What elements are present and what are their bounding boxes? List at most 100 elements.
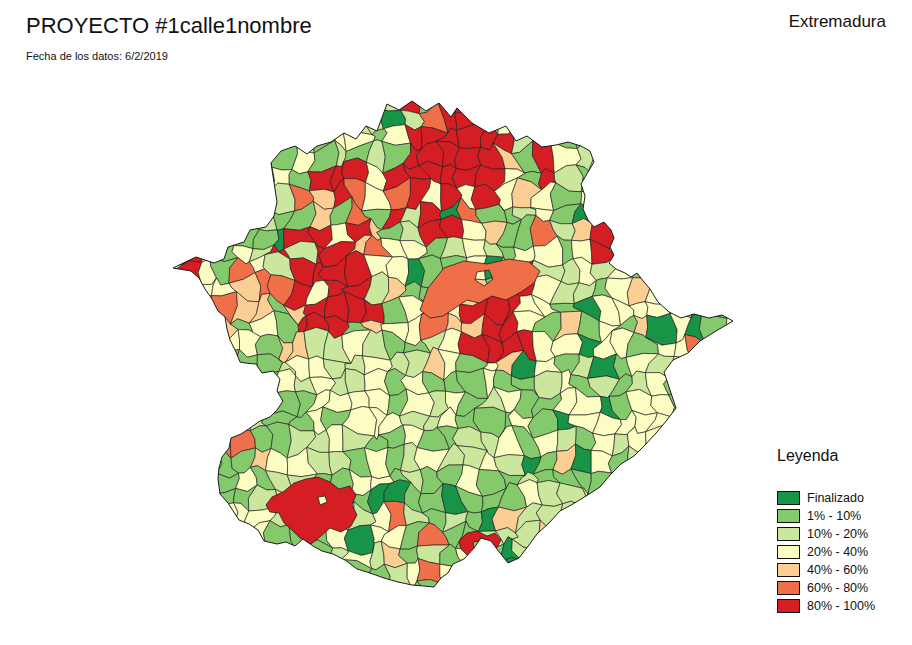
municipality-cell: [514, 108, 545, 136]
municipality-cell: [646, 426, 678, 457]
municipality-cell: [480, 88, 506, 112]
municipality-cell: [175, 366, 192, 403]
municipality-cell: [741, 277, 766, 304]
municipality-cell: [664, 179, 696, 211]
municipality-cell: [171, 321, 203, 341]
municipality-cell: [744, 446, 762, 471]
municipality-cell: [645, 140, 679, 175]
municipality-cell: [235, 86, 248, 113]
municipality-cell: [536, 520, 559, 550]
municipality-cell: [197, 159, 222, 185]
municipality-cell: [176, 425, 199, 456]
municipality-cell: [696, 163, 707, 195]
municipality-cell: [331, 86, 350, 112]
municipality-cell: [739, 292, 771, 324]
municipality-cell: [647, 481, 673, 509]
municipality-cell: [664, 282, 692, 305]
municipality-cell: [569, 521, 595, 551]
municipality-cell: [664, 585, 694, 610]
municipality-cell: [612, 470, 630, 493]
municipality-cell: [179, 141, 197, 171]
municipality-cell: [269, 564, 296, 583]
municipality-cell: [168, 297, 200, 326]
municipality-cell: [742, 191, 772, 204]
municipality-cell: [151, 232, 184, 268]
municipality-cell: [150, 272, 172, 303]
municipality-cell: [152, 540, 184, 571]
municipality-cell: [161, 370, 183, 400]
municipality-cell: [664, 114, 693, 135]
municipality-cell: [246, 393, 276, 417]
municipality-cell: [574, 542, 595, 565]
municipality-cell: [190, 84, 220, 111]
municipality-cell: [213, 178, 237, 200]
legend-swatch-cream: [777, 545, 800, 559]
municipality-cell: [688, 238, 712, 269]
municipality-cell: [189, 356, 224, 378]
municipality-cell: [688, 522, 712, 552]
municipality-cell: [750, 562, 769, 588]
municipality-cell: [343, 106, 372, 134]
municipality-cell: [746, 148, 772, 170]
municipality-cell: [341, 86, 367, 108]
municipality-cell: [567, 560, 602, 590]
municipality-cell: [621, 491, 634, 516]
legend-label-fin: Finalizado: [807, 491, 864, 505]
municipality-cell: [531, 544, 561, 567]
municipality-cell: [728, 238, 747, 264]
municipality-cell: [218, 349, 239, 383]
municipality-cell: [631, 198, 651, 231]
municipality-cell: [246, 86, 272, 113]
municipality-cell: [157, 406, 182, 435]
municipality-cell: [667, 501, 689, 533]
municipality-cell: [707, 413, 726, 436]
municipality-cell: [180, 470, 192, 486]
municipality-cell: [633, 598, 659, 626]
municipality-cell: [198, 413, 220, 435]
municipality-cell: [227, 539, 260, 566]
municipality-cell: [732, 110, 747, 133]
municipality-cell: [315, 596, 337, 629]
municipality-cell: [478, 544, 504, 565]
municipality-cell: [192, 568, 220, 581]
municipality-cell: [265, 548, 297, 569]
municipality-cell: [589, 171, 614, 187]
municipality-cell: [151, 485, 184, 514]
municipality-cell: [649, 445, 673, 475]
municipality-cell: [608, 581, 639, 603]
municipality-cell: [216, 413, 231, 437]
municipality-cell: [249, 372, 279, 401]
municipality-cell: [215, 563, 229, 588]
municipality-cell: [744, 391, 768, 411]
legend: Leyenda Finalizado1% - 10%10% - 20%20% -…: [777, 447, 875, 615]
municipality-cell: [190, 141, 218, 171]
municipality-cell: [270, 108, 294, 135]
municipality-cell: [732, 125, 750, 153]
municipality-cell: [233, 601, 256, 629]
municipality-cell: [175, 84, 190, 114]
municipality-cell: [714, 279, 732, 305]
municipality-cell: [498, 112, 518, 134]
municipality-cell: [742, 221, 773, 244]
municipality-cell: [212, 521, 235, 543]
municipality-cell: [617, 520, 627, 547]
legend-title: Leyenda: [777, 447, 875, 465]
municipality-cell: [730, 349, 754, 383]
municipality-cell: [712, 256, 731, 287]
municipality-cell: [664, 372, 697, 395]
municipality-cell: [552, 89, 580, 115]
municipality-cell: [691, 191, 716, 205]
municipality-cell: [513, 582, 538, 603]
municipality-cell: [154, 470, 182, 486]
municipality-cell: [172, 261, 201, 285]
municipality-cell: [464, 561, 480, 587]
municipality-cell: [571, 600, 592, 628]
municipality-cell: [647, 541, 672, 561]
municipality-cell: [216, 430, 231, 459]
municipality-cell: [703, 503, 733, 528]
municipality-cell: [669, 560, 697, 591]
municipality-cell: [352, 597, 364, 627]
municipality-cell: [685, 567, 711, 590]
municipality-cell: [744, 490, 772, 508]
municipality-cell: [690, 221, 716, 242]
